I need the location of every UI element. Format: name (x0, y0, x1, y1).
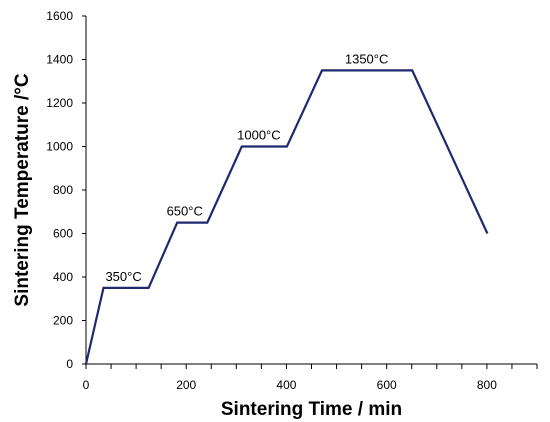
x-axis-ticks: 0 200 400 600 800 (83, 364, 538, 392)
y-tick-label: 200 (53, 314, 73, 328)
annotation-label: 1350°C (345, 51, 389, 66)
x-tick-label: 0 (83, 378, 90, 392)
temperature-profile-line (84, 69, 489, 365)
y-tick-label: 1600 (46, 9, 73, 23)
series-layer (84, 69, 489, 365)
y-tick-label: 1200 (46, 96, 73, 110)
annotation-layer: 350°C 650°C 1000°C 1350°C (105, 51, 388, 284)
annotation-label: 1000°C (237, 128, 281, 143)
y-tick-label: 600 (53, 227, 73, 241)
x-tick-label: 200 (176, 378, 196, 392)
x-tick-label: 600 (377, 378, 397, 392)
y-tick-label: 0 (66, 357, 73, 371)
y-tick-label: 800 (53, 183, 73, 197)
annotation-label: 350°C (105, 269, 141, 284)
y-tick-label: 1000 (46, 140, 73, 154)
y-tick-label: 1400 (46, 53, 73, 67)
y-axis-ticks: 0 200 400 600 800 1000 1200 1400 1600 (46, 9, 86, 371)
x-tick-label: 800 (477, 378, 497, 392)
x-axis-title: Sintering Time / min (221, 399, 402, 420)
x-tick-label: 400 (276, 378, 296, 392)
y-axis-title: Sintering Temperature /°C (12, 73, 33, 306)
annotation-label: 650°C (167, 204, 203, 219)
y-tick-label: 400 (53, 270, 73, 284)
